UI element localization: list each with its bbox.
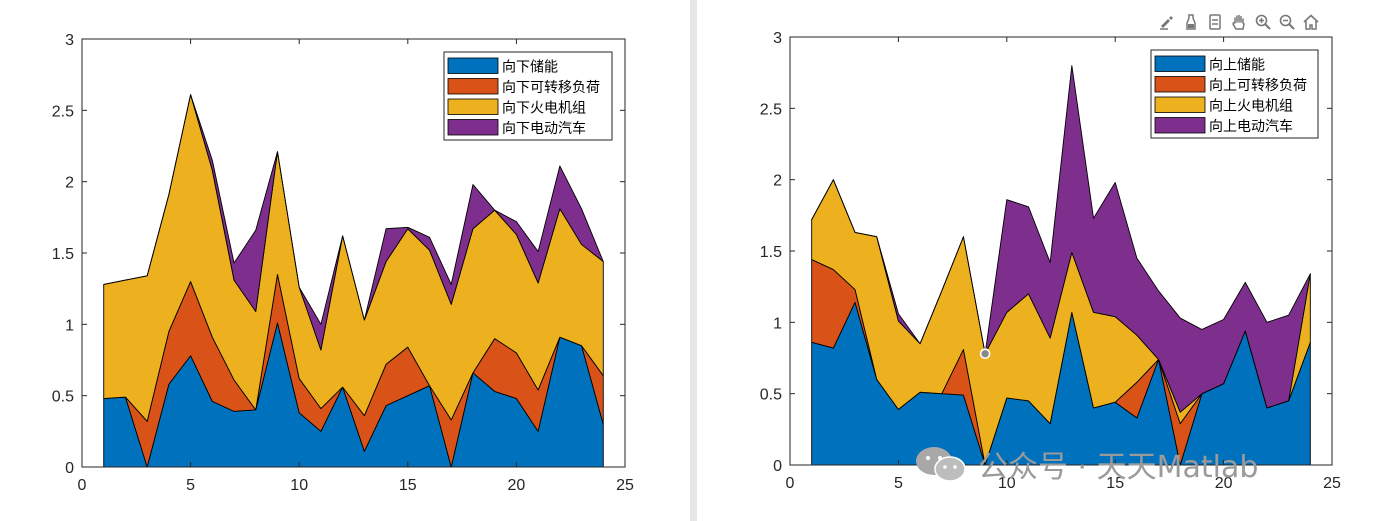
legend-swatch-2 [447, 78, 499, 95]
legend-swatch-3 [447, 98, 499, 115]
area-series-4 [103, 94, 604, 351]
legend-swatch-1 [1154, 55, 1206, 72]
x-tick-label: 10 [998, 475, 1016, 492]
x-tick-label: 0 [786, 475, 795, 492]
x-tick-label: 25 [1323, 475, 1341, 492]
rotate-icon[interactable] [1205, 12, 1225, 32]
x-tick-label: 20 [1215, 475, 1233, 492]
axes-toolbar [1157, 12, 1321, 32]
y-tick-label: 0 [65, 460, 74, 477]
y-tick-label: 2.5 [52, 103, 74, 120]
legend-label-3: 向下火电机组 [502, 101, 586, 117]
legend-swatch-1 [447, 57, 499, 74]
data-tip-marker [979, 348, 991, 360]
y-tick-label: 1.5 [52, 246, 74, 263]
legend-swatch-4 [1154, 117, 1206, 134]
window-divider [690, 0, 697, 521]
y-tick-label: 3 [65, 32, 74, 49]
x-tick-label: 5 [186, 477, 195, 494]
x-tick-label: 10 [290, 477, 308, 494]
y-tick-label: 2 [773, 173, 782, 190]
x-tick-label: 20 [508, 477, 526, 494]
y-tick-label: 2.5 [760, 101, 782, 118]
x-tick-label: 25 [616, 477, 634, 494]
watermark: 公众号 · 天天Matlab [914, 440, 1258, 488]
area-series-4 [811, 65, 1311, 413]
y-tick-label: 0.5 [52, 389, 74, 406]
legend-label-2: 向下可转移负荷 [502, 80, 600, 96]
y-tick-label: 0.5 [760, 387, 782, 404]
pan-hand-icon[interactable] [1229, 12, 1249, 32]
y-tick-label: 1.5 [760, 244, 782, 261]
legend-label-4: 向下电动汽车 [502, 120, 586, 137]
x-tick-label: 0 [78, 477, 87, 494]
data-tips-icon[interactable] [1181, 12, 1201, 32]
wechat-icon [916, 447, 966, 482]
legend-swatch-2 [1154, 76, 1206, 93]
x-tick-label: 5 [894, 475, 903, 492]
x-tick-label: 15 [1106, 475, 1124, 492]
x-tick-label: 15 [399, 477, 417, 494]
y-tick-label: 2 [65, 175, 74, 192]
legend-swatch-4 [447, 119, 499, 136]
chart-left: 0 5 10 15 20 25 0 0.5 1 1.5 2 2.5 3 向下储能向下可转移负荷向下火电机组… [52, 32, 634, 494]
legend-label-4: 向上电动汽车 [1209, 118, 1293, 135]
legend-label-1: 向下储能 [502, 60, 558, 76]
home-icon[interactable] [1301, 12, 1321, 32]
y-tick-label: 1 [773, 315, 782, 332]
legend-label-3: 向上火电机组 [1209, 99, 1293, 115]
watermark-text: 公众号 · 天天Matlab [978, 450, 1259, 485]
legend-label-1: 向上储能 [1209, 58, 1265, 74]
y-tick-label: 3 [773, 30, 782, 47]
chart-right: 0 5 10 15 20 25 0 0.5 1 1.5 2 2.5 3 向上储能向上可转移负荷向上火电机组… [760, 30, 1341, 492]
y-tick-label: 1 [65, 317, 74, 334]
brush-icon[interactable] [1157, 12, 1177, 32]
zoom-in-icon[interactable] [1253, 12, 1273, 32]
legend-label-2: 向上可转移负荷 [1209, 78, 1307, 94]
zoom-out-icon[interactable] [1277, 12, 1297, 32]
legend-swatch-3 [1154, 96, 1206, 113]
y-tick-label: 0 [773, 458, 782, 475]
